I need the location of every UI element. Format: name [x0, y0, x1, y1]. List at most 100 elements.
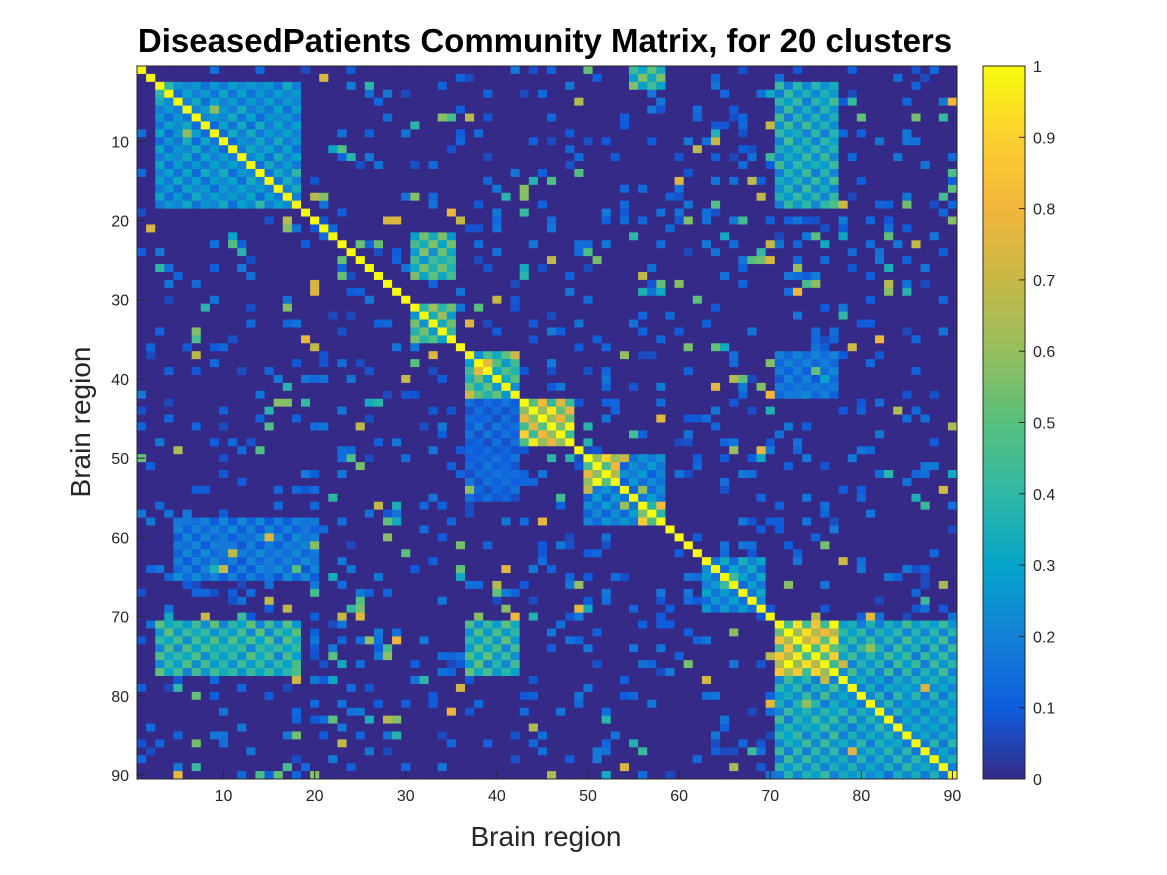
heatmap-cell — [346, 81, 357, 91]
heatmap-cell — [282, 200, 293, 209]
heatmap-cell — [337, 359, 347, 368]
heatmap-cell — [665, 462, 675, 471]
heatmap-cell — [410, 430, 420, 439]
heatmap-cell — [656, 493, 666, 503]
heatmap-cell — [492, 327, 502, 336]
heatmap-cell — [191, 359, 202, 368]
heatmap-cell — [875, 382, 885, 392]
heatmap-cell — [373, 319, 384, 328]
heatmap-cell — [528, 81, 539, 91]
heatmap-cell — [902, 303, 912, 312]
heatmap-cell — [446, 137, 457, 146]
heatmap-cell — [191, 232, 202, 241]
heatmap-cell — [255, 390, 265, 400]
heatmap-cell — [537, 374, 548, 384]
heatmap-cell — [847, 303, 858, 312]
heatmap-cell — [747, 161, 757, 170]
heatmap-cell — [610, 311, 621, 320]
heatmap-cell — [319, 438, 329, 447]
heatmap-cell — [793, 264, 803, 273]
heatmap-cell — [465, 121, 475, 130]
heatmap-cell — [428, 81, 439, 91]
heatmap-cell — [191, 184, 202, 194]
heatmap-cell — [483, 208, 493, 217]
heatmap-cell — [346, 414, 357, 423]
heatmap-cell — [428, 168, 439, 178]
heatmap-cell — [446, 477, 457, 487]
heatmap-cell — [701, 438, 712, 447]
heatmap-cell — [847, 145, 858, 154]
heatmap-cell — [246, 470, 256, 479]
heatmap-cell — [802, 422, 812, 431]
heatmap-cell — [209, 438, 220, 447]
heatmap-cell — [729, 145, 739, 154]
heatmap-cell — [738, 327, 748, 336]
heatmap-cell — [146, 493, 156, 503]
heatmap-cell — [437, 192, 448, 202]
heatmap-cell — [237, 161, 247, 170]
heatmap-cell — [875, 462, 885, 471]
heatmap-cell — [410, 161, 420, 170]
heatmap-cell — [164, 303, 174, 312]
heatmap-cell — [547, 287, 557, 297]
heatmap-cell — [319, 232, 329, 241]
heatmap-cell — [574, 311, 584, 320]
heatmap-cell — [947, 208, 958, 217]
heatmap-cell — [547, 446, 557, 455]
heatmap-cell — [465, 105, 475, 114]
heatmap-cell — [200, 295, 211, 305]
heatmap-cell — [528, 351, 539, 360]
heatmap-cell — [273, 168, 284, 178]
heatmap-cell — [592, 240, 603, 249]
heatmap-cell — [200, 153, 211, 162]
heatmap-cell — [428, 303, 439, 312]
heatmap-cell — [155, 200, 165, 209]
heatmap-cell — [519, 446, 530, 455]
heatmap-cell — [738, 168, 748, 178]
heatmap-cell — [465, 248, 475, 257]
heatmap-cell — [419, 470, 429, 479]
heatmap-cell — [501, 113, 511, 122]
heatmap-cell — [701, 359, 712, 368]
heatmap-cell — [537, 137, 548, 146]
heatmap-cell — [556, 446, 566, 455]
heatmap-cell — [291, 66, 302, 75]
heatmap-cell — [410, 184, 420, 194]
heatmap-cell — [246, 279, 256, 289]
heatmap-cell — [947, 89, 958, 99]
heatmap-cell — [656, 422, 666, 431]
heatmap-cell — [264, 422, 275, 431]
heatmap-cell — [428, 176, 439, 186]
heatmap-cell — [774, 279, 785, 289]
heatmap-cell — [647, 81, 657, 91]
heatmap-cell — [200, 351, 211, 360]
heatmap-cell — [583, 129, 593, 138]
heatmap-cell — [337, 398, 347, 408]
heatmap-cell — [164, 359, 174, 368]
heatmap-cell — [273, 176, 284, 186]
heatmap-cell — [155, 248, 165, 257]
heatmap-cell — [483, 462, 493, 471]
heatmap-cell — [911, 438, 921, 447]
heatmap-cell — [720, 208, 730, 217]
heatmap-cell — [556, 485, 566, 495]
heatmap-cell — [191, 390, 202, 400]
heatmap-cell — [137, 168, 147, 178]
heatmap-cell — [565, 287, 575, 297]
heatmap-cell — [847, 406, 858, 415]
heatmap-cell — [820, 184, 830, 194]
heatmap-cell — [811, 81, 821, 91]
heatmap-cell — [465, 430, 475, 439]
heatmap-cell — [829, 446, 839, 455]
heatmap-cell — [419, 89, 429, 99]
heatmap-cell — [519, 105, 530, 114]
heatmap-cell — [219, 216, 229, 225]
heatmap-cell — [583, 414, 593, 423]
heatmap-cell — [884, 406, 894, 415]
heatmap-cell — [829, 351, 839, 360]
heatmap-cell — [583, 493, 593, 503]
heatmap-cell — [856, 477, 867, 487]
heatmap-cell — [228, 343, 238, 352]
heatmap-cell — [282, 287, 293, 297]
heatmap-cell — [683, 295, 694, 305]
